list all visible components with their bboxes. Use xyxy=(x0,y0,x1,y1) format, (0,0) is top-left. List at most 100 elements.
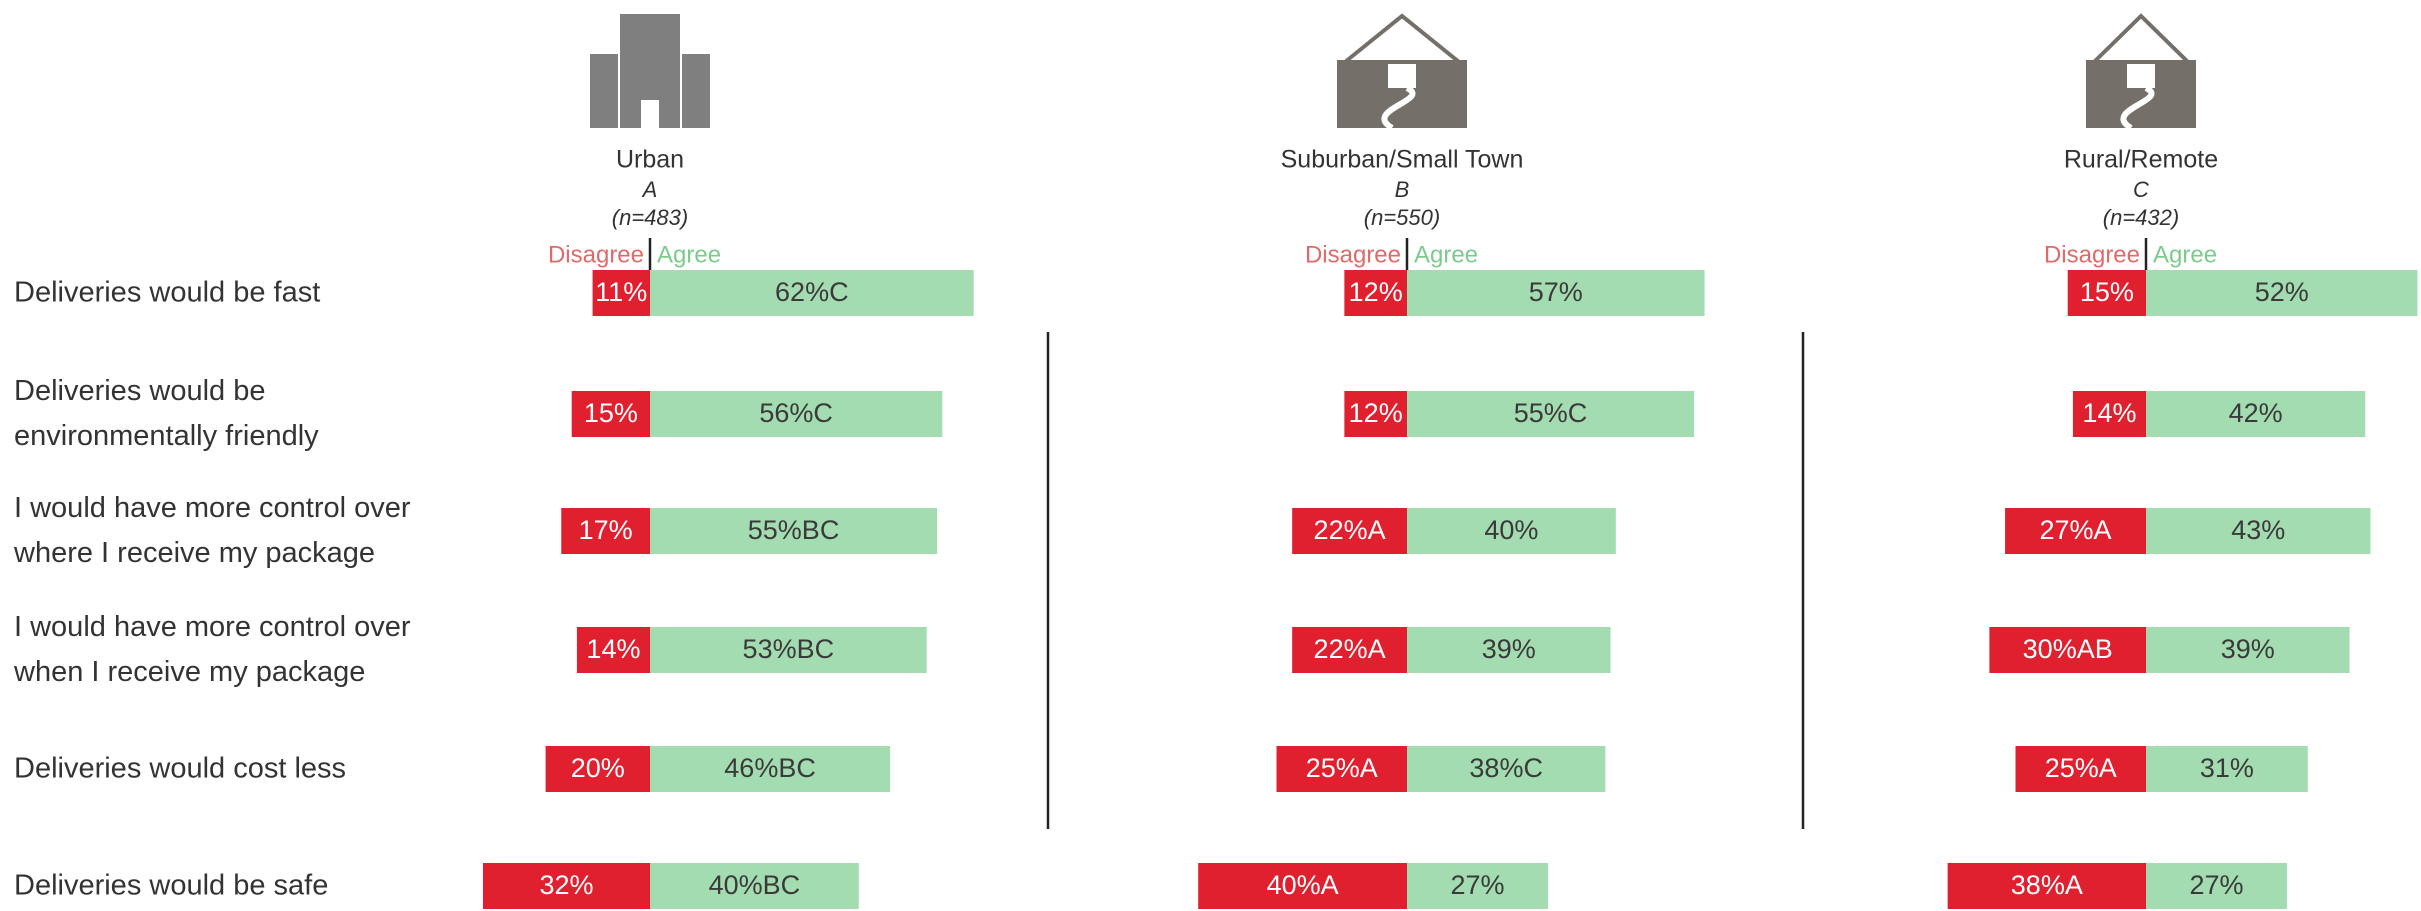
panel-note: (n=483) xyxy=(612,205,688,230)
agree-bar xyxy=(2146,391,2366,437)
value-label: 42% xyxy=(2229,398,2283,428)
disagree-bar xyxy=(1292,508,1407,554)
value-label: 32% xyxy=(539,870,593,900)
agree-bar xyxy=(1407,391,1695,437)
value-label: 25%A xyxy=(2045,753,2117,783)
value-label: 15% xyxy=(584,398,638,428)
icon-part xyxy=(1388,64,1416,88)
icon-part xyxy=(590,54,618,128)
panel-note: (n=550) xyxy=(1364,205,1440,230)
category-label: Deliveries would be environmentally frie… xyxy=(14,375,319,452)
disagree-bar xyxy=(545,746,650,792)
value-label: 12% xyxy=(1349,398,1403,428)
legend-disagree: Disagree xyxy=(1305,241,1401,268)
category-label: Deliveries would cost less xyxy=(14,752,347,785)
disagree-bar xyxy=(2005,508,2146,554)
value-label: 11% xyxy=(595,277,647,307)
value-label: 40%A xyxy=(1267,870,1339,900)
icon xyxy=(1337,13,1467,131)
disagree-bar xyxy=(571,391,650,437)
agree-bar xyxy=(1407,746,1606,792)
agree-bar xyxy=(2146,863,2287,909)
agree-bar xyxy=(650,627,927,673)
disagree-bar xyxy=(482,863,650,909)
value-label: 14% xyxy=(2082,398,2136,428)
agree-bar xyxy=(2146,508,2371,554)
value-label: 40%BC xyxy=(709,870,801,900)
value-label: 43% xyxy=(2231,515,2285,545)
value-label: 14% xyxy=(586,634,640,664)
value-label: 22%A xyxy=(1314,515,1386,545)
value-label: 25%A xyxy=(1306,753,1378,783)
disagree-bar xyxy=(1989,627,2146,673)
value-label: 27% xyxy=(1450,870,1504,900)
value-label: 55%C xyxy=(1514,398,1588,428)
disagree-bar xyxy=(576,627,650,673)
category-label: I would have more control over when I re… xyxy=(14,611,411,688)
value-label: 62%C xyxy=(775,277,849,307)
value-label: 40% xyxy=(1484,515,1538,545)
panel-title: Suburban/Small Town xyxy=(1281,146,1524,174)
agree-bar xyxy=(2146,627,2350,673)
disagree-bar xyxy=(592,270,650,316)
agree-bar xyxy=(650,863,859,909)
disagree-bar xyxy=(1947,863,2146,909)
legend-agree: Agree xyxy=(657,241,721,268)
value-label: 27%A xyxy=(2039,515,2111,545)
value-label: 12% xyxy=(1349,277,1403,307)
icon-part xyxy=(2120,85,2155,131)
disagree-bar xyxy=(2067,270,2146,316)
agree-bar xyxy=(650,391,943,437)
panel-note: (n=432) xyxy=(2103,205,2179,230)
icon xyxy=(590,14,710,128)
agree-bar xyxy=(1407,270,1705,316)
disagree-bar xyxy=(1198,863,1407,909)
disagree-bar xyxy=(1292,627,1407,673)
value-label: 39% xyxy=(1482,634,1536,664)
agree-bar xyxy=(1407,508,1616,554)
legend-disagree: Disagree xyxy=(2044,241,2140,268)
disagree-bar xyxy=(1344,270,1407,316)
value-label: 27% xyxy=(2189,870,2243,900)
agree-bar xyxy=(2146,270,2418,316)
panel-subtitle: A xyxy=(641,177,658,202)
icon-part xyxy=(1339,13,1465,64)
value-label: 30%AB xyxy=(2023,634,2113,664)
panel-title: Urban xyxy=(616,146,684,174)
icon-part xyxy=(1381,85,1416,131)
value-label: 22%A xyxy=(1314,634,1386,664)
panel-subtitle: B xyxy=(1395,177,1410,202)
icon-part xyxy=(641,100,659,128)
value-label: 20% xyxy=(571,753,625,783)
value-label: 53%BC xyxy=(743,634,835,664)
disagree-bar xyxy=(561,508,650,554)
category-label: Deliveries would be safe xyxy=(14,869,329,902)
legend-disagree: Disagree xyxy=(548,241,644,268)
value-label: 56%C xyxy=(759,398,833,428)
value-label: 31% xyxy=(2200,753,2254,783)
value-label: 46%BC xyxy=(724,753,816,783)
category-label: I would have more control over where I r… xyxy=(14,492,411,569)
value-label: 55%BC xyxy=(748,515,840,545)
legend-agree: Agree xyxy=(1414,241,1478,268)
agree-bar xyxy=(1407,863,1548,909)
value-label: 39% xyxy=(2221,634,2275,664)
value-label: 38%A xyxy=(2011,870,2083,900)
agree-bar xyxy=(1407,627,1611,673)
value-label: 17% xyxy=(579,515,633,545)
panel-subtitle: C xyxy=(2133,177,2149,202)
icon-part xyxy=(2127,64,2155,88)
panel-title: Rural/Remote xyxy=(2064,146,2218,174)
icon xyxy=(2086,13,2196,131)
icon-part xyxy=(2089,13,2193,64)
icon-part xyxy=(682,54,710,128)
disagree-bar xyxy=(2072,391,2146,437)
agree-bar xyxy=(650,746,891,792)
agree-bar xyxy=(650,270,974,316)
disagree-bar xyxy=(1344,391,1407,437)
value-label: 38%C xyxy=(1469,753,1543,783)
value-label: 52% xyxy=(2255,277,2309,307)
value-label: 57% xyxy=(1529,277,1583,307)
